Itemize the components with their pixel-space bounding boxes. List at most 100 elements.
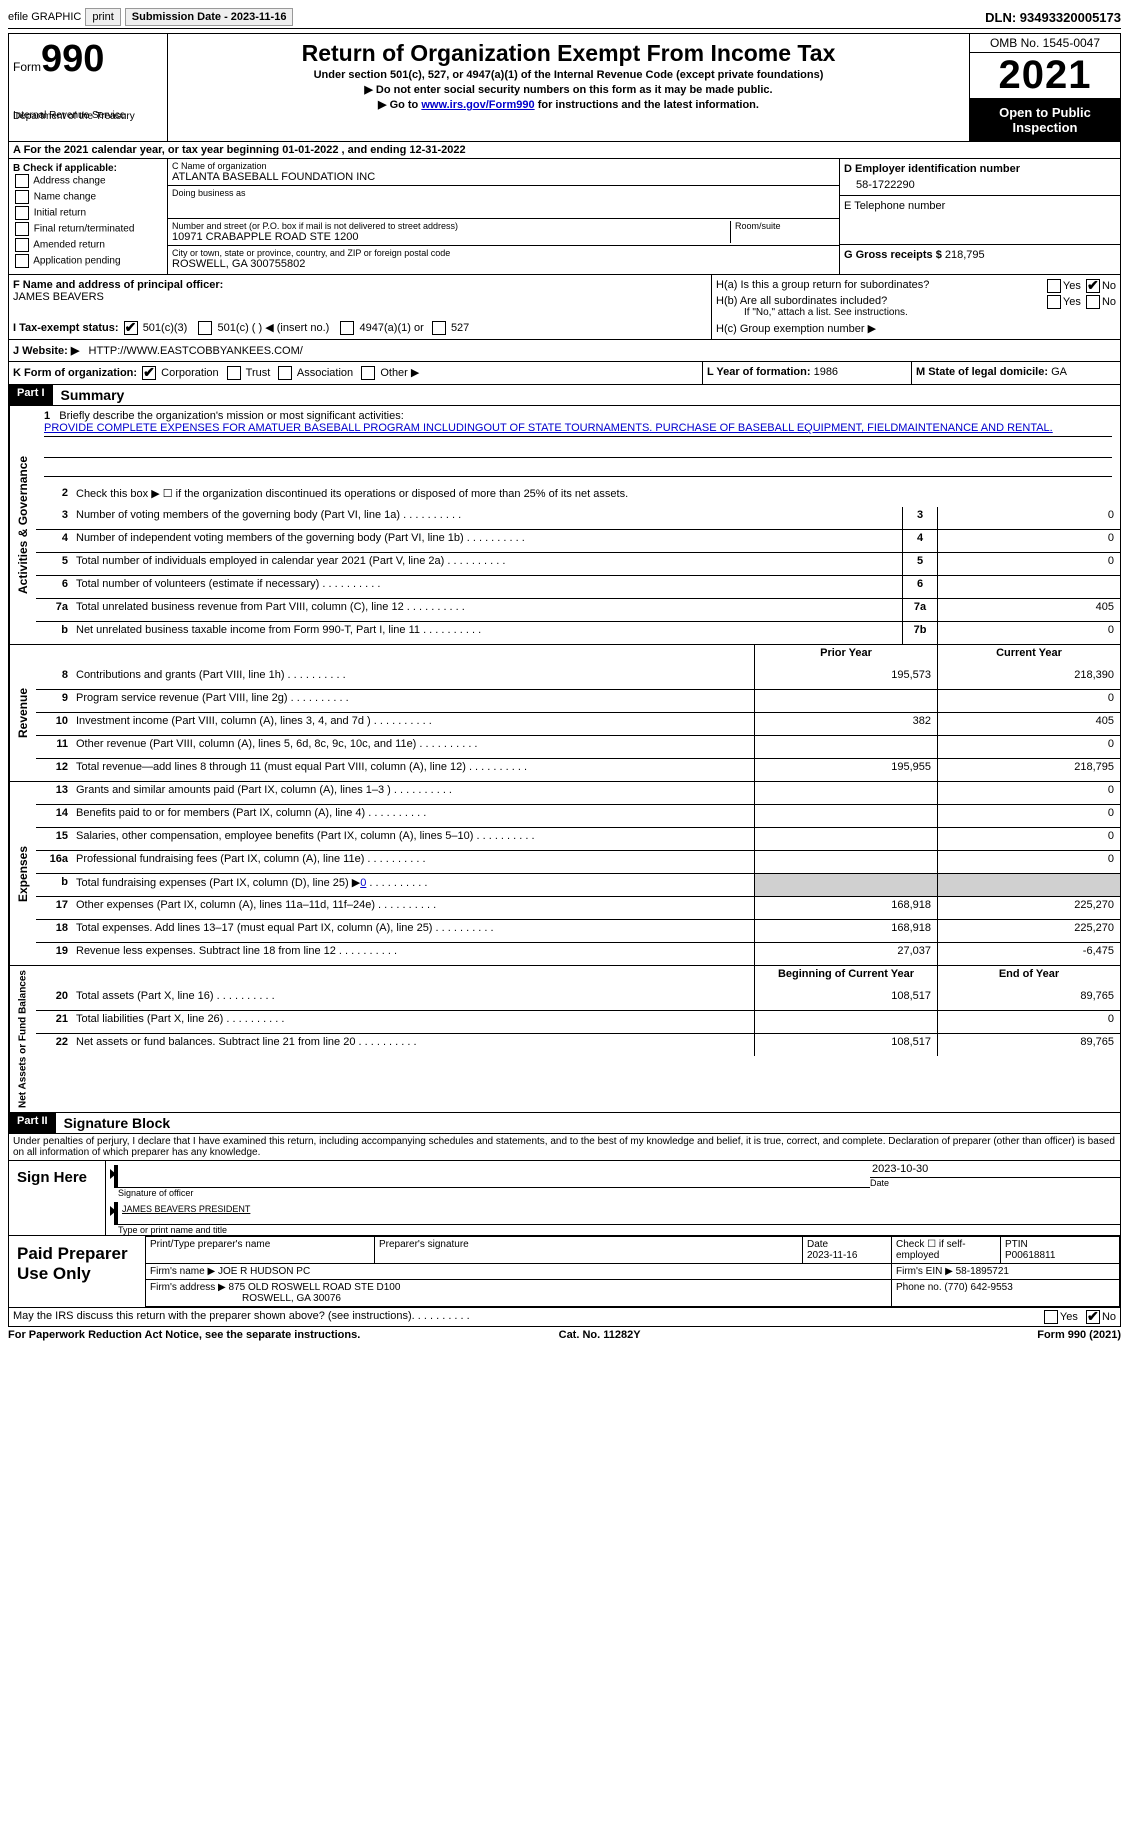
print-button[interactable]: print xyxy=(85,8,120,26)
firm-ein: 58-1895721 xyxy=(956,1266,1009,1277)
section-b-c-d: B Check if applicable: Address change Na… xyxy=(8,159,1121,275)
cb-corp[interactable] xyxy=(142,366,156,380)
declaration: Under penalties of perjury, I declare th… xyxy=(8,1134,1121,1161)
beg-year-header: Beginning of Current Year xyxy=(754,966,937,988)
year-formation-label: L Year of formation: xyxy=(707,366,811,378)
cb-hb-yes[interactable] xyxy=(1047,295,1061,309)
cb-application[interactable]: Application pending xyxy=(13,254,163,268)
mission-text: PROVIDE COMPLETE EXPENSES FOR AMATUER BA… xyxy=(44,422,1112,437)
net-section: Net Assets or Fund Balances Beginning of… xyxy=(8,966,1121,1113)
instruction-2: ▶ Go to www.irs.gov/Form990 for instruct… xyxy=(172,98,965,111)
table-row: 6Total number of volunteers (estimate if… xyxy=(36,575,1120,598)
table-row: 13Grants and similar amounts paid (Part … xyxy=(36,782,1120,804)
cat-no: Cat. No. 11282Y xyxy=(559,1329,641,1341)
ha-text: H(a) Is this a group return for subordin… xyxy=(716,279,929,291)
side-revenue: Revenue xyxy=(9,645,36,781)
firm-ein-label: Firm's EIN ▶ xyxy=(896,1266,953,1277)
revenue-section: Revenue b Prior Year Current Year 8Contr… xyxy=(8,645,1121,782)
assoc: Association xyxy=(297,367,353,379)
expenses-section: Expenses 13Grants and similar amounts pa… xyxy=(8,782,1121,966)
preparer-table: Print/Type preparer's name Preparer's si… xyxy=(145,1236,1120,1307)
cb-final[interactable]: Final return/terminated xyxy=(13,222,163,236)
cb-discuss-yes[interactable] xyxy=(1044,1310,1058,1324)
table-row: 12Total revenue—add lines 8 through 11 (… xyxy=(36,758,1120,781)
ein-value: 58-1722290 xyxy=(844,175,1116,191)
cb-address-change[interactable]: Address change xyxy=(13,174,163,188)
prep-h5: PTIN xyxy=(1005,1239,1028,1250)
dba-label: Doing business as xyxy=(172,188,835,198)
org-name-label: C Name of organization xyxy=(172,161,835,171)
form-header: Form990 Department of the Treasury Inter… xyxy=(8,33,1121,142)
final-text: Final return/terminated xyxy=(34,224,135,235)
part1-badge: Part I xyxy=(9,385,53,405)
column-d-e-g: D Employer identification number 58-1722… xyxy=(839,159,1120,274)
footer: For Paperwork Reduction Act Notice, see … xyxy=(8,1327,1121,1343)
domicile: GA xyxy=(1051,366,1067,378)
phone-label: E Telephone number xyxy=(844,200,1116,212)
firm-addr2: ROSWELL, GA 30076 xyxy=(150,1293,341,1304)
submission-date: Submission Date - 2023-11-16 xyxy=(125,8,294,26)
city-value: ROSWELL, GA 300755802 xyxy=(172,258,835,270)
goto-pre: ▶ Go to xyxy=(378,99,421,111)
ein-label: D Employer identification number xyxy=(844,163,1116,175)
cb-name-change[interactable]: Name change xyxy=(13,190,163,204)
init-text: Initial return xyxy=(34,208,86,219)
cb-amended[interactable]: Amended return xyxy=(13,238,163,252)
cb-trust[interactable] xyxy=(227,366,241,380)
firm-name: JOE R HUDSON PC xyxy=(218,1266,310,1277)
column-b: B Check if applicable: Address change Na… xyxy=(9,159,168,274)
hc-row: H(c) Group exemption number ▶ xyxy=(716,322,1116,335)
cb-501c3[interactable] xyxy=(124,321,138,335)
o2: 501(c) ( ) ◀ (insert no.) xyxy=(218,322,330,334)
org-name: ATLANTA BASEBALL FOUNDATION INC xyxy=(172,171,835,183)
omb-number: OMB No. 1545-0047 xyxy=(970,34,1120,53)
table-row: bTotal fundraising expenses (Part IX, co… xyxy=(36,873,1120,896)
sig-name-line: JAMES BEAVERS PRESIDENT xyxy=(114,1202,1120,1225)
cb-501c[interactable] xyxy=(198,321,212,335)
paperwork-notice: For Paperwork Reduction Act Notice, see … xyxy=(8,1329,360,1341)
o4: 527 xyxy=(451,322,469,334)
form-label: Form xyxy=(13,60,41,74)
side-expenses: Expenses xyxy=(9,782,36,965)
corp: Corporation xyxy=(161,367,218,379)
cb-discuss-no[interactable] xyxy=(1086,1310,1100,1324)
efile-label: efile GRAPHIC xyxy=(8,11,81,23)
sig-date: 2023-10-30 xyxy=(870,1161,1120,1178)
cb-assoc[interactable] xyxy=(278,366,292,380)
o1: 501(c)(3) xyxy=(143,322,188,334)
table-row: 21Total liabilities (Part X, line 26)0 xyxy=(36,1010,1120,1033)
dept-treasury: Department of the Treasury xyxy=(13,111,163,122)
prep-h2: Preparer's signature xyxy=(375,1237,803,1264)
sig-officer-label: Signature of officer xyxy=(106,1188,870,1198)
table-row: 15Salaries, other compensation, employee… xyxy=(36,827,1120,850)
b-label: B Check if applicable: xyxy=(13,163,163,174)
part1-header-row: Part I Summary xyxy=(8,385,1121,406)
website-value: HTTP://WWW.EASTCOBBYANKEES.COM/ xyxy=(89,345,303,357)
year-formation: 1986 xyxy=(814,366,838,378)
irs-link[interactable]: www.irs.gov/Form990 xyxy=(421,99,534,111)
inspection-label: Open to Public Inspection xyxy=(970,99,1120,141)
current-year-header: Current Year xyxy=(937,645,1120,667)
dln: DLN: 93493320005173 xyxy=(985,10,1121,25)
cb-other[interactable] xyxy=(361,366,375,380)
cb-527[interactable] xyxy=(432,321,446,335)
sig-officer-line[interactable] xyxy=(114,1165,870,1188)
sig-name-label: Type or print name and title xyxy=(106,1225,1120,1235)
cb-4947[interactable] xyxy=(340,321,354,335)
prep-h1: Print/Type preparer's name xyxy=(146,1237,375,1264)
table-row: 18Total expenses. Add lines 13–17 (must … xyxy=(36,919,1120,942)
cb-ha-yes[interactable] xyxy=(1047,279,1061,293)
cb-hb-no[interactable] xyxy=(1086,295,1100,309)
preparer-label: Paid Preparer Use Only xyxy=(9,1236,145,1307)
prior-year-header: Prior Year xyxy=(754,645,937,667)
line2: Check this box ▶ ☐ if the organization d… xyxy=(72,485,1120,507)
gross-label: G Gross receipts $ xyxy=(844,249,942,261)
table-row: 11Other revenue (Part VIII, column (A), … xyxy=(36,735,1120,758)
table-row: 5Total number of individuals employed in… xyxy=(36,552,1120,575)
sig-date-label: Date xyxy=(870,1178,1120,1188)
preparer-block: Paid Preparer Use Only Print/Type prepar… xyxy=(8,1236,1121,1308)
top-bar: efile GRAPHIC print Submission Date - 20… xyxy=(8,8,1121,29)
cb-initial[interactable]: Initial return xyxy=(13,206,163,220)
row-f-h: F Name and address of principal officer:… xyxy=(8,275,1121,340)
cb-ha-no[interactable] xyxy=(1086,279,1100,293)
